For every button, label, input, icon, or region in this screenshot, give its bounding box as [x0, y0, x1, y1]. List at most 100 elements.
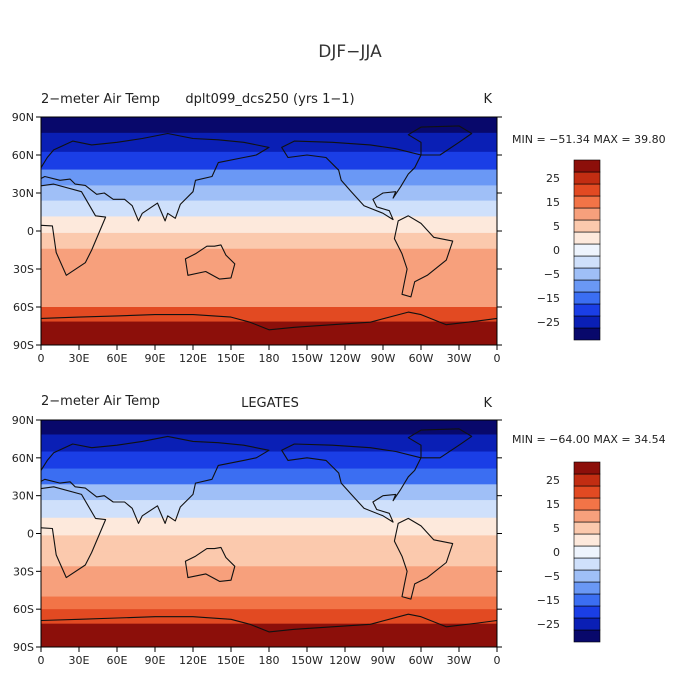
temperature-band: [41, 185, 497, 202]
colorbar-swatch: [573, 231, 601, 245]
panel-top-colorbar: 25 15 5 0 −5 −15 −25: [537, 159, 601, 341]
colorbar-label: 25: [546, 172, 560, 185]
y-tick-label: 30N: [12, 187, 34, 200]
temperature-band: [41, 623, 497, 647]
panel-top-units: K: [483, 92, 492, 107]
coastline-africa: [41, 486, 107, 579]
colorbar-swatch: [573, 159, 601, 173]
y-tick-label: 90S: [13, 339, 34, 352]
temperature-band: [41, 468, 497, 485]
colorbar-label: 0: [553, 546, 560, 559]
temperature-band: [41, 551, 497, 567]
colorbar-label: −25: [537, 316, 560, 329]
panel-top-variable-label: 2−meter Air Temp: [41, 92, 160, 107]
x-tick-label: 30E: [69, 352, 90, 365]
colorbar-swatch: [573, 509, 601, 523]
y-tick-label: 90N: [12, 414, 34, 427]
x-tick-label: 30W: [447, 352, 472, 365]
colorbar-label: 15: [546, 498, 560, 511]
x-tick-label: 150W: [291, 654, 323, 667]
x-tick-label: 0: [494, 654, 501, 667]
temperature-band: [41, 451, 497, 470]
x-tick-label: 180: [259, 352, 280, 365]
colorbar-swatch: [573, 521, 601, 535]
x-tick-label: 30W: [447, 654, 472, 667]
colorbar-swatch: [573, 291, 601, 305]
x-tick-label: 120W: [329, 654, 361, 667]
colorbar-swatch: [573, 243, 601, 257]
colorbar-label: −5: [544, 268, 560, 281]
colorbar-swatch: [573, 327, 601, 341]
coastline-europe-asia: [41, 132, 270, 222]
colorbar-label: −15: [537, 594, 560, 607]
x-tick-label: 30E: [69, 654, 90, 667]
temperature-band: [41, 117, 497, 134]
x-tick-label: 0: [38, 352, 45, 365]
coastline-antarctica: [41, 311, 497, 345]
colorbar-label: −15: [537, 292, 560, 305]
x-tick-label: 150W: [291, 352, 323, 365]
colorbar-label: 5: [553, 522, 560, 535]
x-tick-label: 150E: [217, 352, 245, 365]
panel-bottom-map: 90N 60N 30N 0 30S 60S 90S 0 30E 60E 90E 120E 150E 180…: [12, 414, 502, 667]
temperature-band: [41, 609, 497, 625]
colorbar-label: 25: [546, 474, 560, 487]
x-tick-label: 60W: [409, 654, 434, 667]
colorbar-swatch: [573, 219, 601, 233]
temperature-band: [41, 132, 497, 153]
temperature-band: [41, 596, 497, 610]
y-tick-label: 60S: [13, 603, 34, 616]
x-tick-label: 0: [38, 654, 45, 667]
coastline-australia: [184, 546, 236, 582]
colorbar-swatch: [573, 497, 601, 511]
coastline-north-america: [281, 140, 422, 221]
colorbar-swatch: [573, 461, 601, 475]
temperature-band: [41, 434, 497, 453]
colorbar-swatch: [573, 255, 601, 269]
coastline-north-america: [281, 443, 422, 523]
coastline-south-america: [393, 215, 454, 298]
temperature-band: [41, 294, 497, 308]
colorbar-swatch: [573, 279, 601, 293]
panel-bottom-dataset-label: LEGATES: [241, 396, 299, 411]
x-tick-label: 180: [259, 654, 280, 667]
colorbar-label: −5: [544, 570, 560, 583]
temperature-band: [41, 307, 497, 323]
temperature-band: [41, 500, 497, 519]
x-tick-label: 60E: [107, 352, 128, 365]
panel-top-stats: MIN = −51.34 MAX = 39.80: [512, 133, 666, 146]
colorbar-label: 15: [546, 196, 560, 209]
y-tick-label: 30S: [13, 263, 34, 276]
colorbar-swatch: [573, 629, 601, 643]
x-tick-label: 90E: [145, 654, 166, 667]
colorbar-swatch: [573, 581, 601, 595]
coastline-greenland: [407, 125, 473, 156]
panel-top: 2−meter Air Temp dplt099_dcs250 (yrs 1−1…: [12, 92, 666, 365]
x-tick-label: 90W: [371, 654, 396, 667]
colorbar-swatch: [573, 183, 601, 197]
coastline-south-america: [393, 517, 454, 600]
coastline-antarctica: [41, 613, 497, 647]
colorbar-label: 5: [553, 220, 560, 233]
y-tick-label: 60N: [12, 149, 34, 162]
colorbar-swatch: [573, 533, 601, 547]
temperature-band: [41, 169, 497, 186]
x-tick-label: 90E: [145, 352, 166, 365]
y-tick-label: 90N: [12, 111, 34, 124]
y-tick-label: 60N: [12, 452, 34, 465]
temperature-band: [41, 263, 497, 281]
figure-title: DJF−JJA: [318, 42, 382, 62]
temperature-band: [41, 517, 497, 536]
colorbar-label: −25: [537, 618, 560, 631]
coastline-australia: [184, 244, 236, 280]
panel-bottom-colorbar: 25 15 5 0 −5 −15 −25: [537, 461, 601, 643]
x-tick-label: 0: [494, 352, 501, 365]
panel-bottom: 2−meter Air Temp LEGATES K MIN = −64.00 …: [12, 394, 666, 667]
temperature-band: [41, 200, 497, 217]
colorbar-swatch: [573, 605, 601, 619]
y-tick-label: 30S: [13, 565, 34, 578]
panel-bottom-units: K: [483, 396, 492, 411]
colorbar-swatch: [573, 569, 601, 583]
temperature-band: [41, 232, 497, 250]
colorbar-swatch: [573, 545, 601, 559]
